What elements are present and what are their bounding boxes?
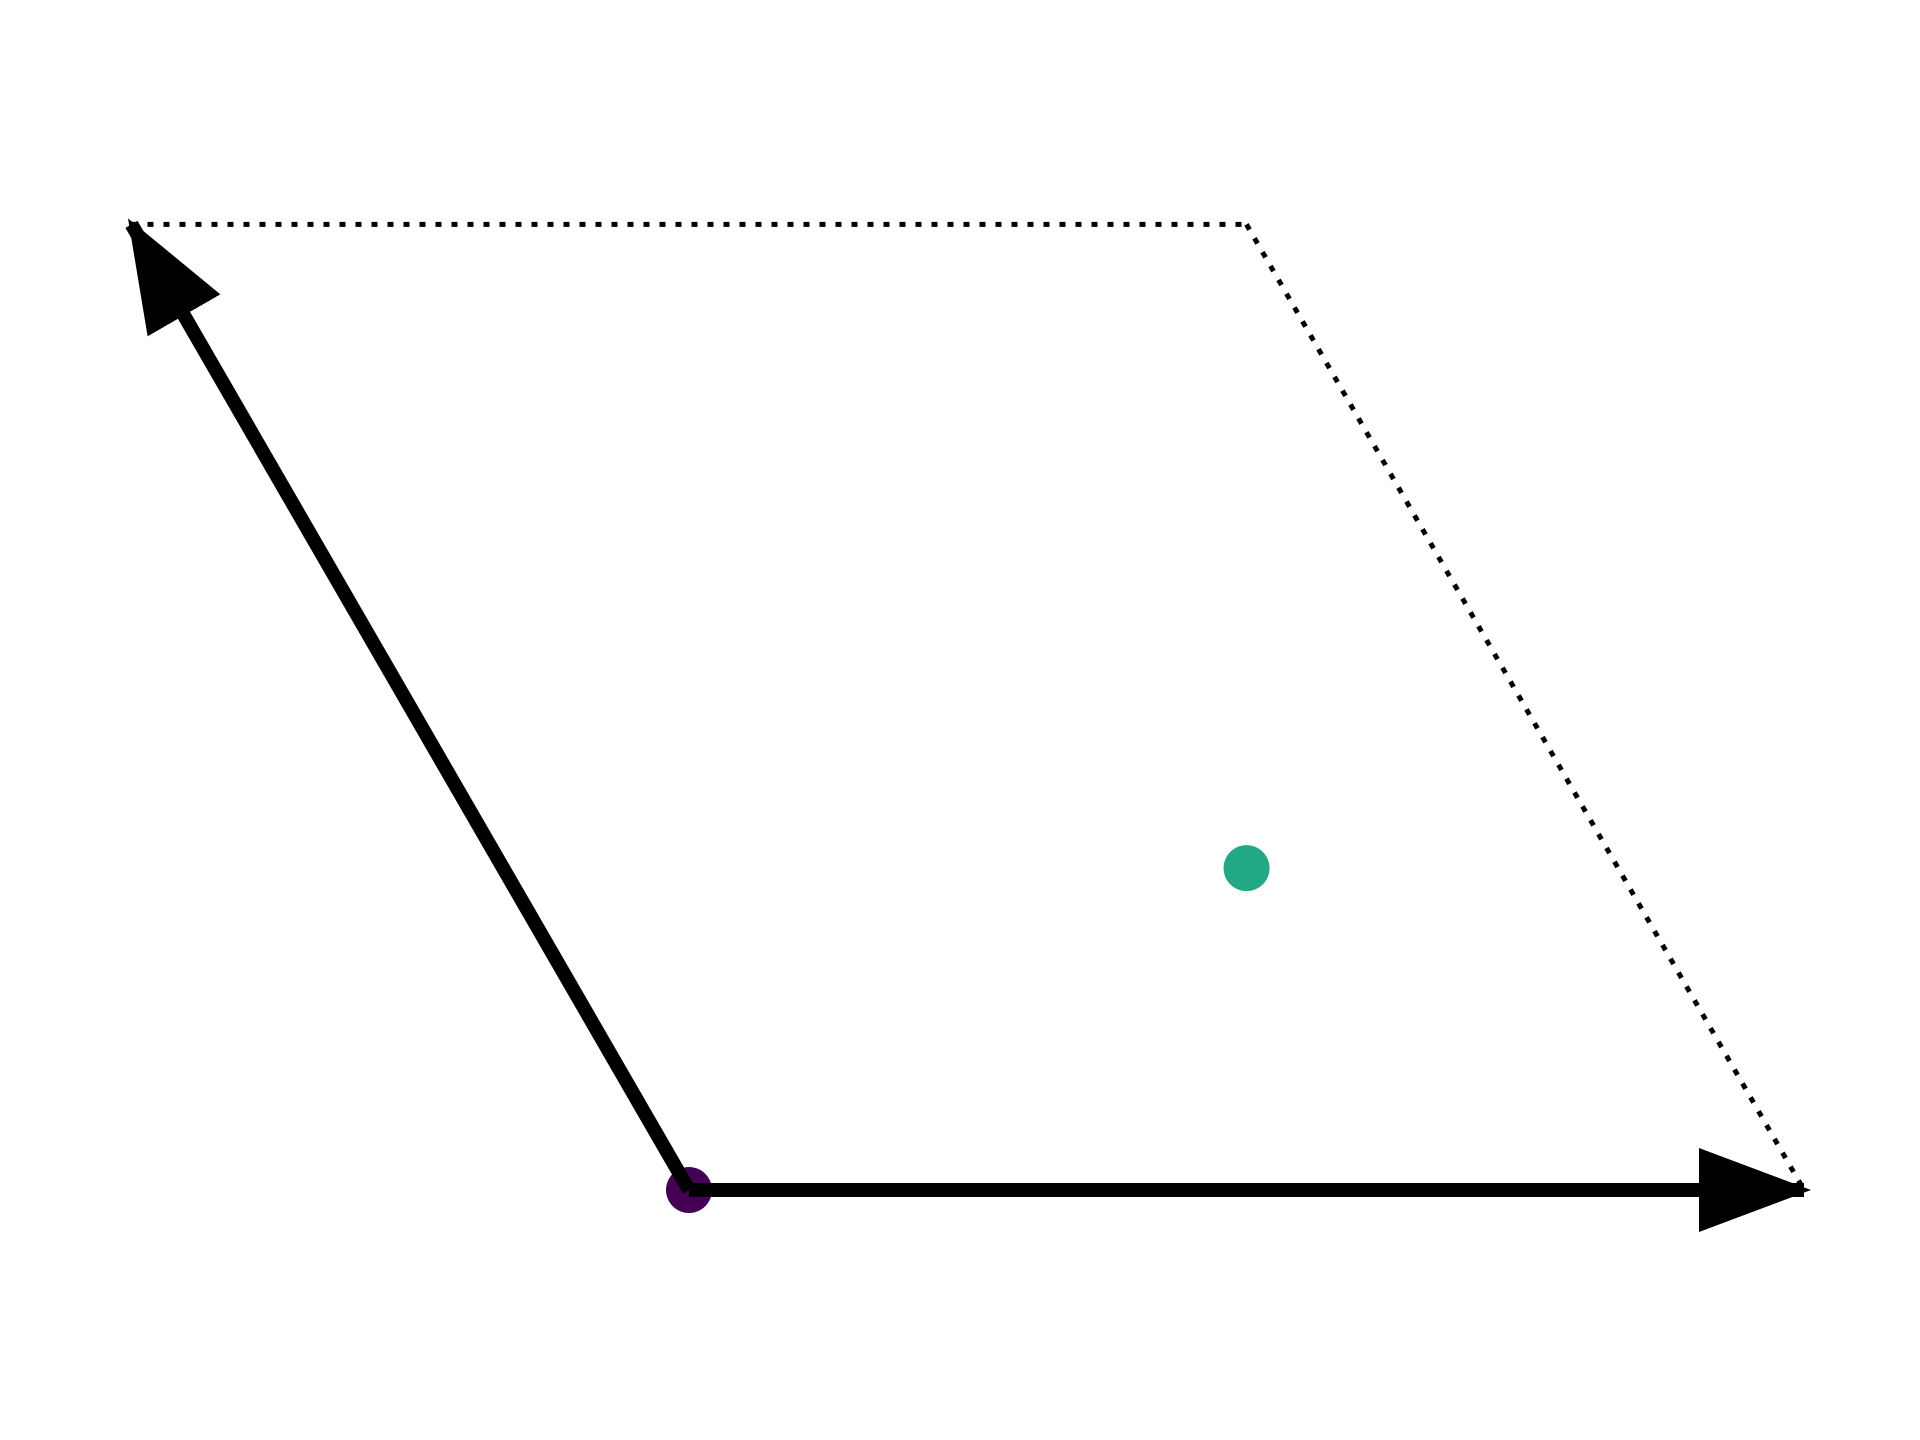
cell-edge-right <box>1244 223 1807 1192</box>
lattice-vectors <box>125 218 1811 1232</box>
vector-a2 <box>125 218 696 1194</box>
atoms <box>666 845 1270 1213</box>
cell-outline <box>131 221 1807 1192</box>
atom-center <box>1223 845 1270 892</box>
